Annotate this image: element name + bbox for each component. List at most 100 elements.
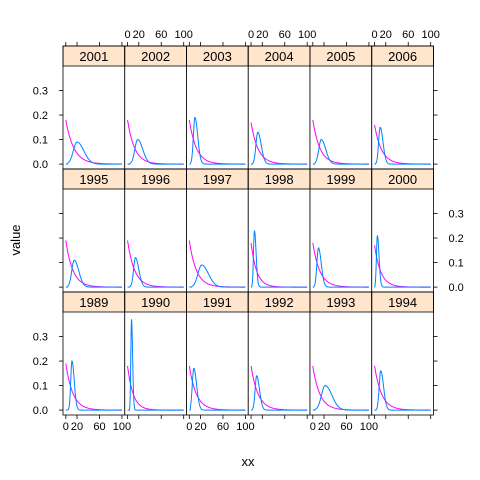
panel-2001: 2001 bbox=[62, 45, 126, 170]
panel-background bbox=[248, 169, 310, 292]
y-tick-label: 0.3 bbox=[33, 332, 48, 344]
panel-2004: 2004 bbox=[247, 45, 311, 170]
x-tick-label: 100 bbox=[360, 421, 378, 433]
strip-label: 2004 bbox=[265, 49, 294, 64]
series-peak-line bbox=[127, 139, 184, 165]
panel-2003: 2003 bbox=[186, 45, 249, 170]
panel-background bbox=[371, 169, 434, 292]
strip-label: 2006 bbox=[388, 49, 417, 64]
panel-1995: 1995 bbox=[62, 168, 126, 293]
series-peak-line bbox=[189, 264, 246, 288]
strip-label: 1989 bbox=[79, 295, 108, 310]
strip-label: 1990 bbox=[141, 295, 170, 310]
panel-1991: 1991 bbox=[186, 291, 249, 416]
x-tick-label: 20 bbox=[71, 421, 83, 433]
panel-background bbox=[124, 292, 187, 415]
y-tick-label: 0.2 bbox=[33, 110, 48, 122]
panel-1994: 1994 bbox=[371, 291, 434, 416]
x-tick-label: 100 bbox=[422, 29, 440, 41]
y-tick-label: 0.2 bbox=[449, 233, 464, 245]
series-peak-line bbox=[189, 116, 246, 165]
panel-2002: 2002 bbox=[124, 45, 187, 170]
strip-label: 1999 bbox=[326, 172, 355, 187]
strip-label: 2002 bbox=[141, 49, 170, 64]
x-tick-label: 20 bbox=[133, 29, 145, 41]
panel-1997: 1997 bbox=[186, 168, 249, 293]
series-peak-line bbox=[312, 385, 369, 411]
panel-2000: 2000 bbox=[371, 168, 434, 293]
strip-label: 2001 bbox=[79, 49, 108, 64]
series-peak-line bbox=[251, 375, 308, 411]
panel-background bbox=[248, 46, 310, 169]
series-peak-line bbox=[189, 367, 246, 411]
series-peak-line bbox=[127, 257, 184, 288]
y-tick-label: 0.3 bbox=[33, 86, 48, 98]
x-tick-label: 0 bbox=[186, 421, 192, 433]
x-axis-label: xx bbox=[242, 454, 256, 469]
strip-label: 2000 bbox=[388, 172, 417, 187]
strip-label: 1993 bbox=[326, 295, 355, 310]
series-peak-line bbox=[127, 319, 184, 411]
x-tick-label: 20 bbox=[256, 29, 268, 41]
x-tick-label: 20 bbox=[380, 29, 392, 41]
panel-1993: 1993 bbox=[309, 291, 373, 416]
x-tick-label: 0 bbox=[124, 29, 130, 41]
strip-label: 2005 bbox=[326, 49, 355, 64]
strip-label: 1994 bbox=[388, 295, 417, 310]
x-tick-label: 20 bbox=[194, 421, 206, 433]
x-tick-label: 60 bbox=[93, 421, 105, 433]
strip-label: 1991 bbox=[203, 295, 232, 310]
x-tick-label: 20 bbox=[318, 421, 330, 433]
y-tick-label: 0.2 bbox=[33, 356, 48, 368]
series-peak-line bbox=[251, 131, 308, 165]
y-tick-label: 0.1 bbox=[33, 381, 48, 393]
strip-label: 1997 bbox=[203, 172, 232, 187]
panel-1998: 1998 bbox=[247, 168, 311, 293]
panel-background bbox=[63, 46, 125, 169]
series-peak-line bbox=[65, 259, 122, 288]
series-peak-line bbox=[65, 359, 122, 411]
x-tick-label: 100 bbox=[236, 421, 254, 433]
series-peak-line bbox=[65, 141, 122, 165]
panel-2006: 2006 bbox=[371, 45, 434, 170]
y-tick-label: 0.1 bbox=[33, 135, 48, 147]
x-tick-label: 100 bbox=[175, 29, 193, 41]
x-tick-label: 60 bbox=[279, 29, 291, 41]
series-peak-line bbox=[374, 370, 431, 411]
x-tick-label: 60 bbox=[155, 29, 167, 41]
x-tick-label: 0 bbox=[310, 421, 316, 433]
series-peak-line bbox=[250, 230, 308, 288]
strip-label: 2003 bbox=[203, 49, 232, 64]
panel-1989: 1989 bbox=[62, 291, 126, 416]
panel-background bbox=[371, 46, 434, 169]
y-tick-label: 0.0 bbox=[33, 159, 48, 171]
y-tick-label: 0.3 bbox=[449, 209, 464, 221]
x-tick-label: 60 bbox=[217, 421, 229, 433]
x-tick-label: 0 bbox=[248, 29, 254, 41]
panels-layer: 2001 2002 2003 2004 2005 2006 1995 1996 1997 1998… bbox=[62, 45, 434, 416]
panel-1992: 1992 bbox=[247, 291, 311, 416]
panel-2005: 2005 bbox=[309, 45, 373, 170]
panel-1999: 1999 bbox=[309, 168, 373, 293]
panel-1990: 1990 bbox=[124, 291, 187, 416]
x-tick-label: 100 bbox=[298, 29, 316, 41]
strip-label: 1996 bbox=[141, 172, 170, 187]
x-tick-label: 60 bbox=[340, 421, 352, 433]
panel-border bbox=[371, 291, 434, 416]
strip-label: 1998 bbox=[265, 172, 294, 187]
y-tick-label: 0.1 bbox=[449, 258, 464, 270]
x-tick-label: 100 bbox=[113, 421, 131, 433]
strip-label: 1992 bbox=[265, 295, 294, 310]
x-tick-label: 60 bbox=[402, 29, 414, 41]
y-axis-label: value bbox=[8, 224, 23, 255]
series-peak-line bbox=[374, 235, 431, 288]
panel-1996: 1996 bbox=[124, 168, 187, 293]
series-peak-line bbox=[374, 126, 431, 165]
series-peak-line bbox=[312, 139, 369, 165]
x-tick-label: 0 bbox=[371, 29, 377, 41]
x-tick-label: 0 bbox=[63, 421, 69, 433]
strip-label: 1995 bbox=[79, 172, 108, 187]
series-peak-line bbox=[312, 247, 369, 288]
